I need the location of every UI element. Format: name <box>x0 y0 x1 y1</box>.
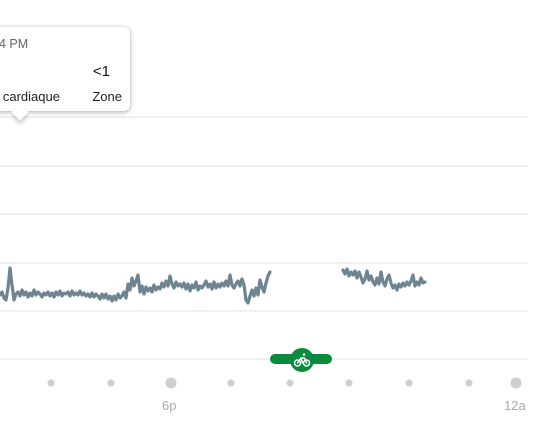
x-tick-dot <box>405 379 413 387</box>
x-tick-dot <box>227 379 235 387</box>
tooltip-zone-label: Zone <box>92 89 122 104</box>
x-tick-dot <box>165 377 177 389</box>
tooltip-time: 34 PM <box>0 37 29 51</box>
x-tick-dot <box>465 379 473 387</box>
x-tick-dot <box>345 379 353 387</box>
x-tick-dot <box>47 379 55 387</box>
x-tick-dot <box>107 379 115 387</box>
tooltip: 34 PM <1 e cardiaque Zone <box>0 27 130 121</box>
x-tick-label-12a: 12a <box>504 398 526 413</box>
activity-marker[interactable] <box>270 348 332 372</box>
heart-rate-series-line <box>0 266 427 305</box>
tooltip-value: <1 <box>92 63 110 80</box>
x-tick-label-6p: 6p <box>162 398 177 413</box>
x-tick-dot <box>510 377 522 389</box>
gridlines <box>0 116 528 360</box>
x-axis-tick-dots <box>47 377 522 389</box>
tooltip-label: e cardiaque <box>0 89 60 104</box>
bike-icon <box>293 353 311 367</box>
x-tick-dot <box>286 379 294 387</box>
